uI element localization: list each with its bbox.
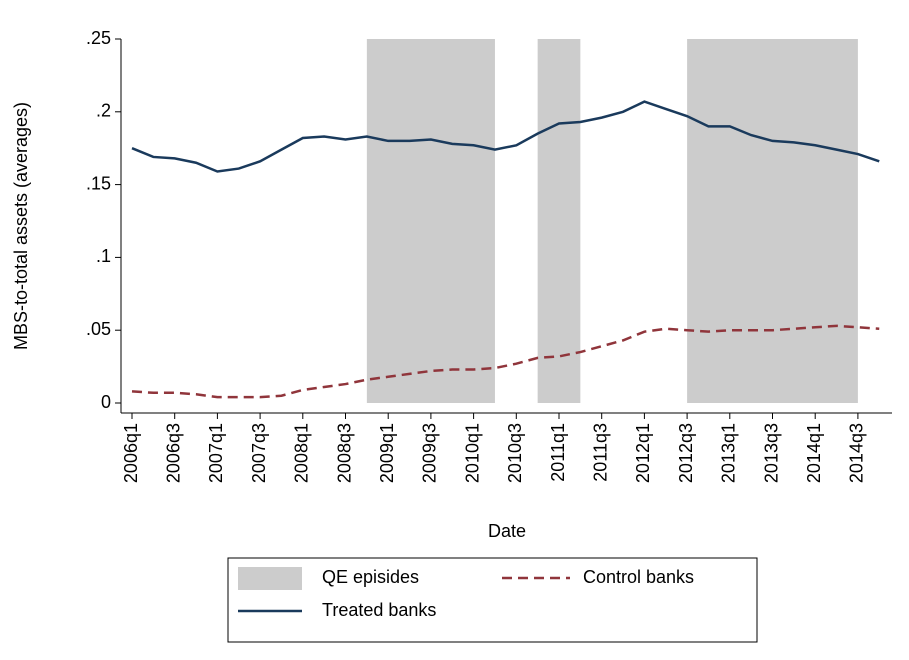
x-axis-label: Date (488, 521, 526, 541)
shaded-region (537, 39, 581, 403)
line (131, 100, 880, 173)
x-tick-label: 2010q3 (505, 423, 525, 483)
x-tick-label: 2009q1 (377, 423, 397, 483)
legend-label: Treated banks (322, 600, 436, 620)
y-axis-label: MBS-to-total assets (averages) (11, 102, 31, 350)
y-tick-label: .25 (86, 28, 111, 48)
legend-box (227, 557, 758, 643)
y-tick-label: .1 (96, 246, 111, 266)
x-tick-label: 2007q1 (206, 423, 226, 483)
x-tick-label: 2006q3 (163, 423, 183, 483)
x-tick-label: 2011q3 (590, 423, 610, 482)
x-tick-label: 2012q3 (676, 423, 696, 483)
y-tick-label: .15 (86, 173, 111, 193)
x-tick-label: 2013q1 (719, 423, 739, 483)
legend-swatch (238, 567, 302, 590)
shaded-region (366, 39, 495, 403)
y-tick-label: 0 (101, 392, 111, 412)
x-tick-label: 2007q3 (249, 423, 269, 483)
x-tick-label: 2009q3 (420, 423, 440, 483)
y-tick-label: .05 (86, 319, 111, 339)
x-tick-label: 2008q3 (334, 423, 354, 483)
x-tick-label: 2013q3 (761, 423, 781, 483)
legend-label: Control banks (583, 567, 694, 587)
x-tick-label: 2012q1 (633, 423, 653, 483)
x-tick-label: 2014q1 (804, 423, 824, 483)
legend-label: QE episides (322, 567, 419, 587)
x-tick-label: 2006q1 (121, 423, 141, 483)
y-tick-label: .2 (96, 101, 111, 121)
shaded-region (687, 39, 858, 403)
x-tick-label: 2010q1 (462, 423, 482, 483)
line (131, 324, 880, 399)
x-tick-label: 2011q1 (548, 423, 568, 482)
x-tick-label: 2008q1 (292, 423, 312, 483)
x-tick-label: 2014q3 (847, 423, 867, 483)
